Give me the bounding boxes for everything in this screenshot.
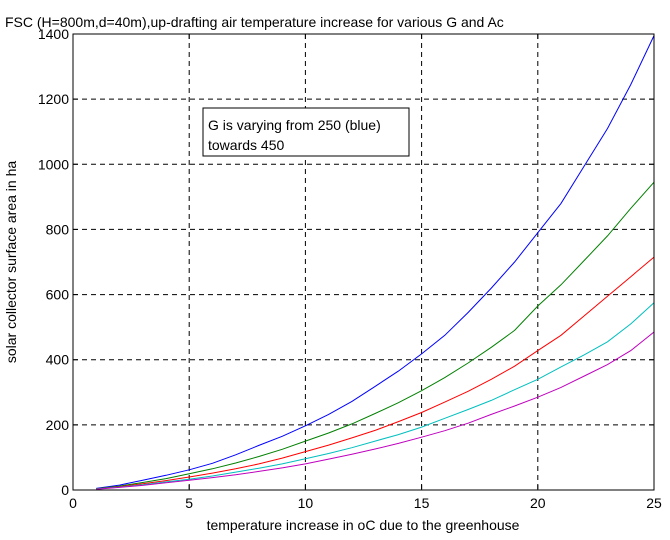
annotation-line-1: G is varying from 250 (blue) — [208, 117, 381, 133]
grid-lines — [73, 34, 654, 490]
x-tick-label: 25 — [646, 495, 662, 511]
data-series — [96, 35, 655, 490]
y-tick-label: 400 — [46, 352, 70, 368]
x-axis-label: temperature increase in oC due to the gr… — [207, 517, 520, 533]
x-tick-label: 15 — [414, 495, 430, 511]
x-tick-label: 20 — [530, 495, 546, 511]
x-tick-label: 5 — [185, 495, 193, 511]
axis-ticks: 0 5 10 15 20 25 0 200 400 600 800 1000 1200 1400 — [38, 26, 662, 511]
annotation-box: G is varying from 250 (blue) towards 450 — [202, 107, 410, 157]
y-tick-label: 600 — [46, 287, 70, 303]
y-tick-label: 1400 — [38, 26, 69, 42]
series-line-1 — [96, 35, 655, 489]
y-tick-label: 800 — [46, 221, 70, 237]
series-line-2 — [96, 181, 655, 490]
y-axis-label: solar collector surface area in ha — [3, 161, 19, 364]
x-tick-label: 0 — [69, 495, 77, 511]
y-tick-label: 0 — [61, 482, 69, 498]
series-line-5 — [96, 331, 655, 490]
annotation-line-2: towards 450 — [208, 137, 284, 153]
x-tick-label: 10 — [298, 495, 314, 511]
plot-area-frame — [72, 33, 655, 491]
series-line-3 — [96, 256, 655, 490]
y-tick-label: 1000 — [38, 156, 69, 172]
series-line-4 — [96, 302, 655, 490]
y-tick-label: 1200 — [38, 91, 69, 107]
chart-title: FSC (H=800m,d=40m),up-drafting air tempe… — [5, 14, 504, 30]
y-tick-label: 200 — [46, 417, 70, 433]
